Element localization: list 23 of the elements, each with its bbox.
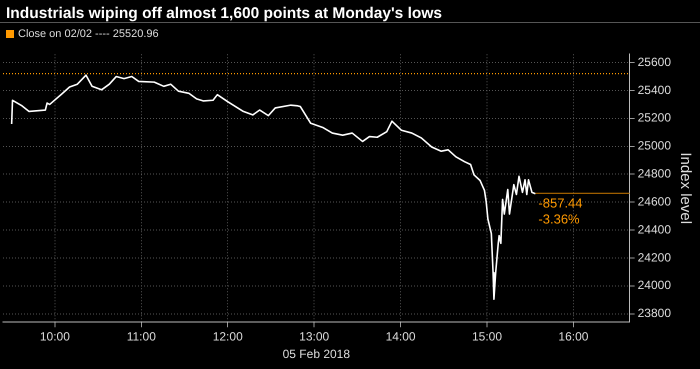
y-tick-label: 25000 xyxy=(638,138,672,153)
y-tick-label: 24400 xyxy=(638,222,672,236)
x-tick-label: 14:00 xyxy=(386,330,416,344)
annotation: -3.36% xyxy=(538,211,580,226)
x-axis-title: 05 Feb 2018 xyxy=(282,347,350,362)
y-tick-label: 24800 xyxy=(638,166,672,181)
x-tick-label: 10:00 xyxy=(40,330,70,344)
x-tick-label: 13:00 xyxy=(299,330,330,344)
y-tick-label: 25400 xyxy=(638,82,672,97)
y-tick-label: 25600 xyxy=(638,54,672,69)
y-tick-label: 24200 xyxy=(638,250,672,264)
x-tick-label: 15:00 xyxy=(472,330,502,344)
y-tick-label: 24600 xyxy=(638,194,672,208)
x-tick-label: 16:00 xyxy=(558,330,589,344)
chart-title: Industrials wiping off almost 1,600 points at Monday's lows xyxy=(6,5,442,23)
y-tick-label: 24000 xyxy=(638,278,672,292)
legend-label: Close on 02/02 ---- 25520.96 xyxy=(18,28,159,40)
annotation: -857.44 xyxy=(538,195,583,210)
y-axis-title: Index level xyxy=(676,152,694,224)
x-tick-label: 11:00 xyxy=(126,330,156,344)
x-tick-label: 12:00 xyxy=(212,330,244,344)
y-tick-label: 23800 xyxy=(638,306,672,320)
y-tick-label: 25200 xyxy=(638,110,672,125)
